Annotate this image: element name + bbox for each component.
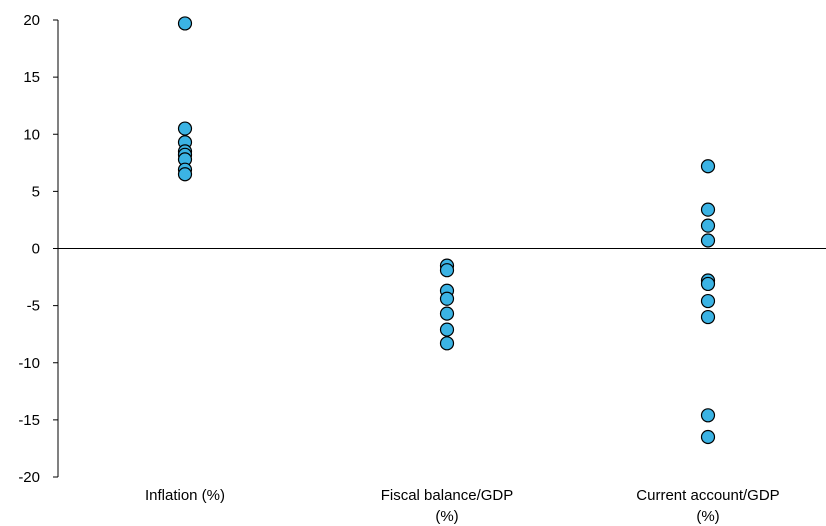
data-point xyxy=(439,263,455,278)
y-tick-label: 10 xyxy=(23,126,40,143)
y-tick-label: 20 xyxy=(23,12,40,29)
x-category-label: (%) xyxy=(435,508,458,525)
x-category-label: (%) xyxy=(696,508,719,525)
data-point xyxy=(700,159,716,174)
y-tick-label: -20 xyxy=(18,469,40,486)
data-point xyxy=(700,429,716,445)
data-point xyxy=(700,202,716,217)
y-tick-label: 15 xyxy=(23,69,40,86)
data-point xyxy=(177,16,193,31)
x-category-label: Inflation (%) xyxy=(145,487,225,504)
y-tick-label: 0 xyxy=(32,241,40,258)
y-tick-label: -10 xyxy=(18,355,40,372)
data-point xyxy=(700,218,716,233)
data-points xyxy=(177,16,716,445)
data-point xyxy=(700,309,716,325)
data-point xyxy=(700,276,716,292)
data-point xyxy=(439,291,455,306)
data-point xyxy=(439,336,455,351)
x-category-label: Fiscal balance/GDP xyxy=(381,487,514,504)
y-axis: 20 15 10 5 0 -5 -10 -15 -20 xyxy=(18,12,58,486)
data-point xyxy=(700,293,716,309)
data-point xyxy=(700,408,716,423)
y-tick-label: -5 xyxy=(27,298,40,315)
data-point xyxy=(177,167,193,182)
data-point xyxy=(700,233,716,248)
x-axis-categories: Inflation (%) Fiscal balance/GDP (%) Curren… xyxy=(145,487,780,525)
data-point xyxy=(439,322,455,337)
x-category-label: Current account/GDP xyxy=(636,487,779,504)
data-point xyxy=(439,306,455,321)
y-tick-label: 5 xyxy=(32,183,40,200)
y-tick-label: -15 xyxy=(18,412,40,429)
data-point xyxy=(177,121,193,136)
